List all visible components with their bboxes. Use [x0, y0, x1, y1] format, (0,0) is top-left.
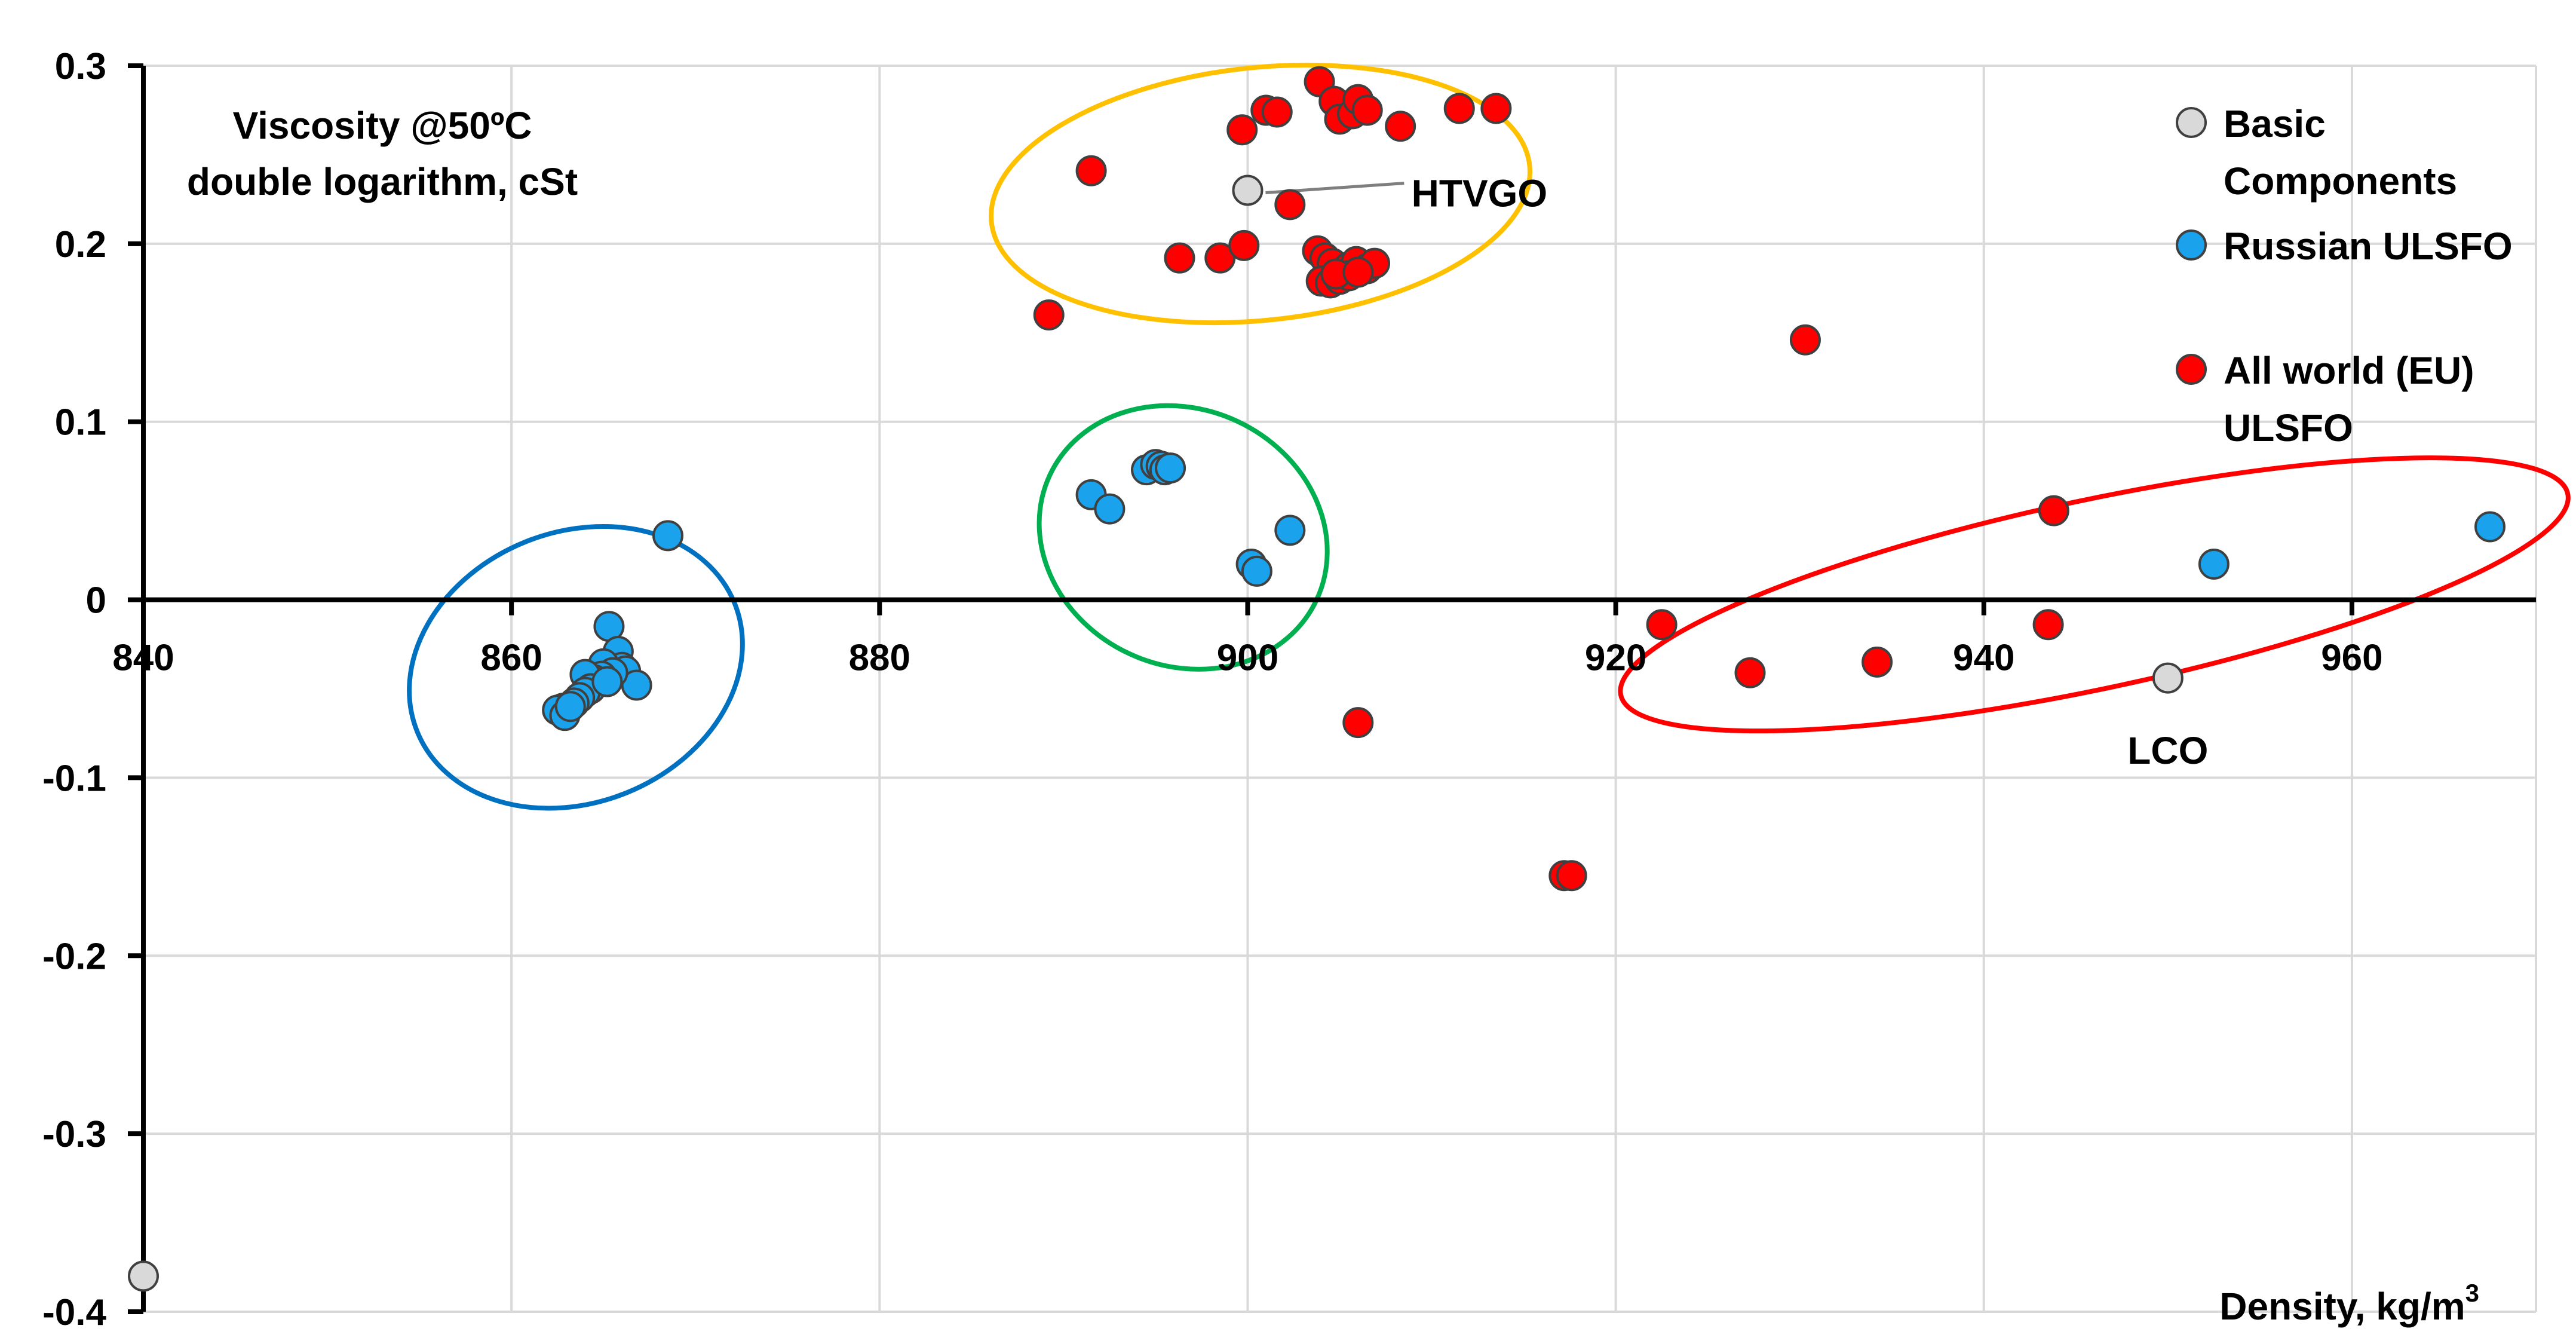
data-point [1443, 93, 1475, 124]
data-point [2152, 662, 2184, 694]
y-tick-label: 0 [86, 580, 106, 622]
highlight-ellipse [1036, 403, 1330, 672]
data-point [1274, 515, 1306, 546]
highlight-ellipse [989, 62, 1532, 326]
legend-label: Russian ULSFO [2224, 225, 2513, 268]
x-axis-title: Density, kg/m3 [2219, 1279, 2479, 1328]
data-point [1204, 242, 1236, 274]
x-axis-title-sup: 3 [2465, 1279, 2479, 1307]
data-point [1789, 324, 1821, 356]
x-tick-label: 940 [1953, 638, 2014, 679]
y-axis-title-line2: double logarithm, cSt [187, 160, 578, 203]
x-tick-label: 860 [480, 638, 542, 679]
y-tick-label: 0.1 [55, 402, 106, 443]
data-point [1033, 299, 1065, 330]
data-point [1734, 657, 1766, 688]
legend: Basic Components Russian ULSFO All world (E… [2176, 102, 2513, 449]
x-tick-label: 960 [2321, 638, 2382, 679]
legend-marker [2176, 354, 2207, 385]
data-point [1480, 93, 1512, 124]
data-point [1232, 174, 1264, 206]
x-tick-label: 840 [112, 638, 174, 679]
data-point [1646, 609, 1678, 641]
data-point [128, 1260, 159, 1292]
x-axis-title-main: Density, kg/m [2219, 1285, 2465, 1328]
grid-layer [143, 65, 2537, 1313]
legend-label: ULSFO [2224, 406, 2353, 449]
highlight-ellipses [407, 62, 2571, 811]
y-tick-label: 0.3 [55, 46, 106, 87]
data-point [2474, 511, 2506, 543]
data-point [2038, 495, 2069, 526]
data-point [1351, 94, 1383, 126]
x-tick-label: 900 [1217, 638, 1278, 679]
axes: 840 860 880 900 920 940 960 0.3 0.2 0.1 0 -0.1 -0.2 -… [42, 46, 2536, 1333]
data-point [1274, 189, 1306, 221]
data-point [554, 691, 586, 722]
highlight-ellipse [407, 524, 745, 811]
legend-marker [2176, 107, 2207, 138]
legend-label: Basic [2224, 102, 2326, 145]
legend-label: Components [2224, 160, 2457, 203]
legend-marker [2176, 229, 2207, 261]
y-tick-label: -0.3 [42, 1114, 106, 1155]
y-tick-label: 0.2 [55, 224, 106, 265]
y-tick-label: -0.1 [42, 758, 106, 799]
data-point [1226, 114, 1258, 146]
x-tick-label: 880 [849, 638, 910, 679]
data-point [1342, 256, 1374, 288]
data-point [1228, 229, 1260, 261]
data-point [1075, 155, 1107, 186]
y-tick-label: -0.2 [42, 936, 106, 977]
labels: Viscosity @50ºC double logarithm, cSt De… [187, 104, 2479, 1328]
data-point [1261, 96, 1293, 128]
data-points [128, 66, 2506, 1292]
data-point [1862, 646, 1893, 678]
data-point [1385, 111, 1416, 142]
annotation-lco: LCO [2127, 729, 2208, 772]
highlight-ellipse [1618, 455, 2571, 734]
data-point [1155, 452, 1186, 484]
data-point [1342, 707, 1374, 739]
y-axis-title-line1: Viscosity @50ºC [233, 104, 532, 147]
legend-label: All world (EU) [2224, 349, 2474, 392]
data-point [652, 520, 684, 552]
data-point [2198, 549, 2230, 580]
x-tick-label: 920 [1585, 638, 1646, 679]
data-point [1241, 555, 1272, 587]
annotation-htvgo: HTVGO [1412, 172, 1548, 215]
data-point [1556, 860, 1587, 892]
data-point [2032, 609, 2064, 641]
data-point [1094, 493, 1126, 525]
y-tick-label: -0.4 [42, 1292, 106, 1333]
data-point [1164, 242, 1195, 274]
data-point [591, 666, 623, 697]
